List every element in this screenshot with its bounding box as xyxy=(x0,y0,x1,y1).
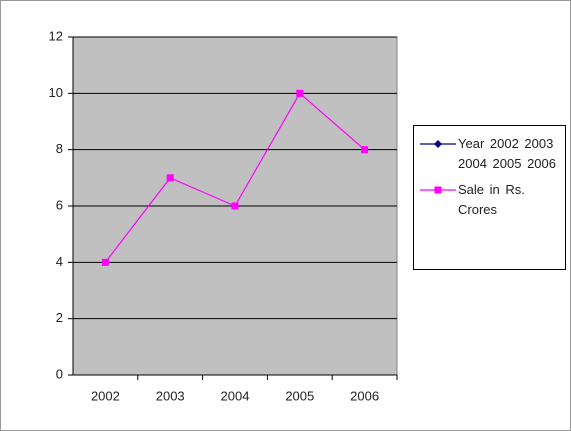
marker xyxy=(434,186,442,194)
marker xyxy=(434,140,442,148)
marker xyxy=(361,146,369,154)
marker xyxy=(166,174,174,182)
y-tick-label: 2 xyxy=(56,310,63,325)
legend-swatch xyxy=(420,186,456,194)
legend-entry: Sale in Rs. Crores xyxy=(418,180,561,220)
x-tick-label: 2006 xyxy=(350,388,379,403)
marker xyxy=(101,258,109,266)
y-tick-label: 4 xyxy=(56,254,63,269)
legend-label: Year 2002 2003 2004 2005 2006 xyxy=(458,136,556,171)
y-tick-label: 6 xyxy=(56,197,63,212)
x-tick-label: 2002 xyxy=(91,388,120,403)
y-tick-label: 0 xyxy=(56,366,63,381)
legend-entry: Year 2002 2003 2004 2005 2006 xyxy=(418,134,561,174)
y-tick-label: 10 xyxy=(49,85,63,100)
x-tick-label: 2003 xyxy=(156,388,185,403)
y-tick-label: 8 xyxy=(56,141,63,156)
legend: Year 2002 2003 2004 2005 2006 Sale in Rs.… xyxy=(413,125,566,270)
legend-swatch xyxy=(420,140,456,148)
x-tick-label: 2005 xyxy=(285,388,314,403)
x-tick-label: 2004 xyxy=(221,388,250,403)
legend-label: Sale in Rs. Crores xyxy=(458,182,525,217)
marker xyxy=(296,89,304,97)
y-tick-label: 12 xyxy=(49,28,63,43)
marker xyxy=(231,202,239,210)
